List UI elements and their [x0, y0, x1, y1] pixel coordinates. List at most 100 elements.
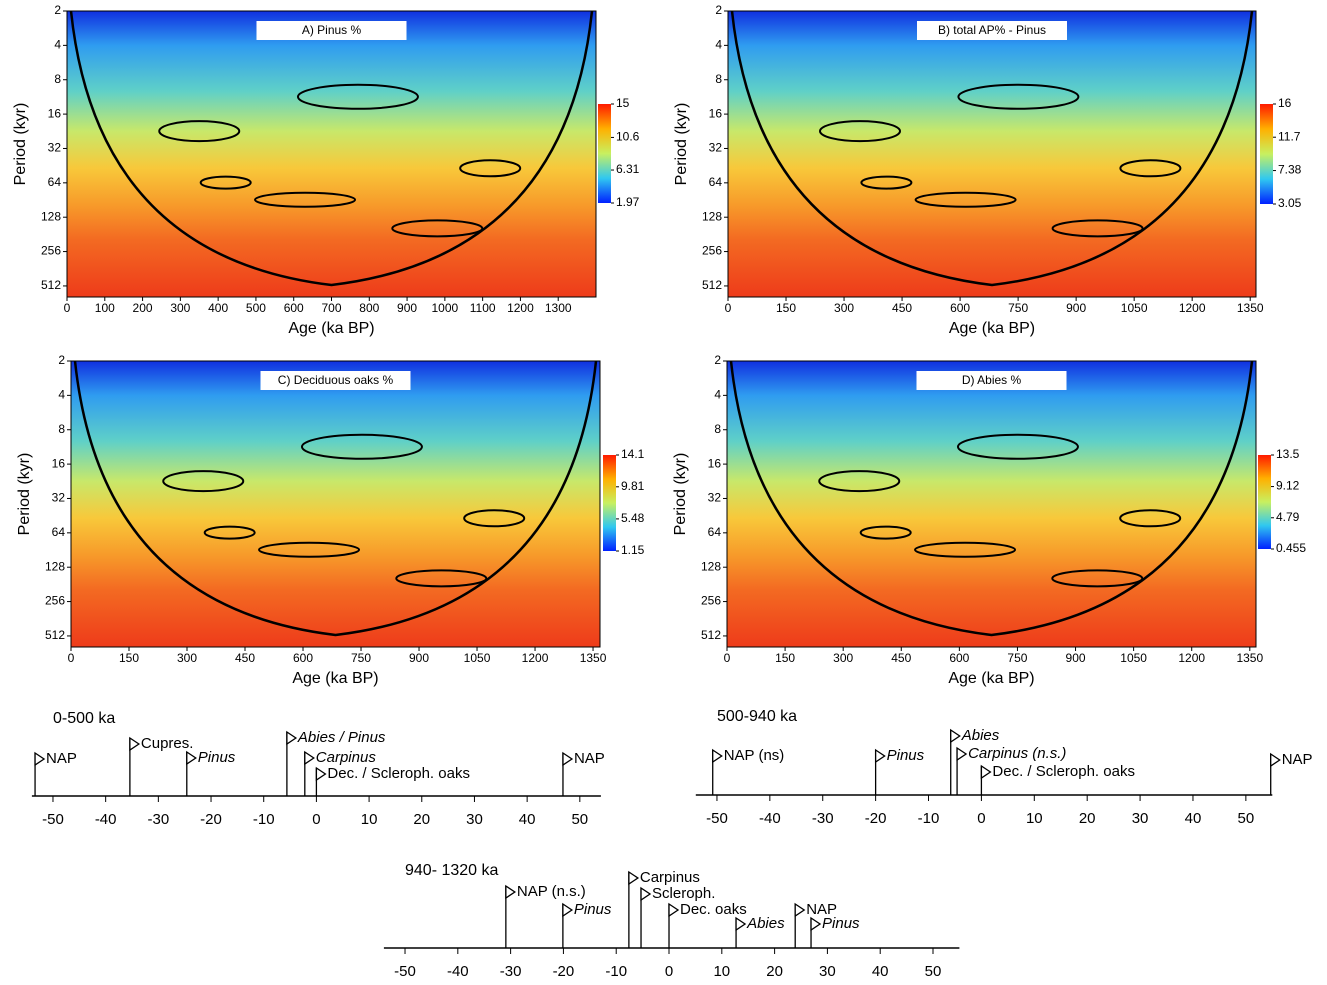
x-tick-label: -40 — [759, 810, 781, 827]
y-tick-label: 256 — [41, 244, 61, 258]
lag-flag — [735, 916, 747, 932]
colorbar-tick-label: 13.5 — [1276, 447, 1300, 461]
panel-title: D) Abies % — [962, 373, 1022, 387]
lag-flag — [304, 750, 315, 766]
x-tick-label: 750 — [1007, 651, 1027, 665]
y-tick-label: 64 — [708, 525, 722, 539]
lag-label: Pinus — [198, 749, 236, 766]
x-tick-label: 1050 — [1120, 651, 1147, 665]
lag-label: Dec. / Scleroph. oaks — [992, 763, 1135, 780]
lag-label: NAP — [1282, 751, 1313, 768]
timeline-title: 940- 1320 ka — [405, 862, 499, 879]
x-tick-label: 1200 — [1178, 651, 1205, 665]
x-tick-label: 1200 — [507, 301, 534, 315]
y-tick-label: 256 — [45, 594, 65, 608]
lag-label: Carpinus — [640, 869, 700, 886]
y-tick-label: 128 — [702, 209, 722, 223]
y-tick-label: 2 — [58, 353, 65, 367]
colorbar — [1258, 455, 1271, 549]
x-tick-label: 600 — [949, 651, 969, 665]
spectrum — [727, 361, 1256, 647]
y-tick-label: 4 — [54, 38, 61, 52]
x-tick-label: 500 — [246, 301, 266, 315]
y-tick-label: 128 — [45, 559, 65, 573]
colorbar-tick-label: 15 — [616, 96, 630, 110]
lag-label: Dec. oaks — [680, 901, 747, 918]
lag-label: Pinus — [822, 915, 860, 932]
lag-flag — [505, 884, 517, 900]
x-tick-label: -20 — [200, 811, 222, 828]
x-tick-label: 600 — [950, 301, 970, 315]
x-tick-label: 450 — [892, 301, 912, 315]
lag-label: NAP (n.s.) — [517, 883, 586, 900]
y-tick-label: 512 — [45, 628, 65, 642]
x-tick-label: -30 — [500, 963, 522, 980]
y-tick-label: 2 — [714, 353, 721, 367]
colorbar-tick-label: 3.05 — [1278, 196, 1302, 210]
lag-label: Abies — [746, 915, 785, 932]
lag-flag — [874, 748, 886, 764]
title-box — [256, 21, 407, 40]
x-tick-label: -10 — [605, 963, 627, 980]
y-axis-label: Period (kyr) — [12, 103, 29, 186]
lag-flag — [980, 764, 992, 780]
spectrum — [67, 11, 596, 297]
x-tick-label: 1050 — [1121, 301, 1148, 315]
contour — [819, 120, 901, 143]
timeline-title: 0-500 ka — [53, 710, 115, 727]
x-tick-label: 300 — [834, 301, 854, 315]
lag-flag — [950, 728, 961, 744]
contour — [158, 120, 241, 143]
title-box — [917, 21, 1067, 40]
contour — [395, 569, 488, 588]
contour — [300, 433, 423, 460]
lag-flag — [34, 751, 46, 767]
contour — [459, 159, 522, 178]
lag-label: Pinus — [574, 901, 612, 918]
x-tick-label: 0 — [312, 811, 320, 828]
x-tick-label: -50 — [394, 963, 416, 980]
axes-frame — [727, 10, 1257, 298]
y-tick-label: 32 — [709, 141, 723, 155]
x-axis-label: Age (ka BP) — [949, 320, 1035, 337]
x-tick-label: 150 — [119, 651, 139, 665]
colorbar — [603, 455, 616, 551]
contour — [1119, 159, 1182, 178]
y-tick-label: 2 — [715, 3, 722, 17]
contour — [254, 191, 357, 208]
contour — [1051, 569, 1144, 588]
x-tick-label: -10 — [253, 811, 275, 828]
y-axis-label: Period (kyr) — [672, 453, 689, 536]
x-tick-label: 1000 — [432, 301, 459, 315]
y-tick-label: 32 — [52, 491, 66, 505]
contour — [162, 470, 245, 493]
x-tick-label: -10 — [918, 810, 940, 827]
x-tick-label: 900 — [1066, 301, 1086, 315]
x-tick-label: 30 — [819, 963, 836, 980]
colorbar-tick-label: 0.455 — [1276, 541, 1306, 555]
y-tick-label: 64 — [709, 175, 723, 189]
title-box — [916, 371, 1067, 390]
y-tick-label: 8 — [58, 422, 65, 436]
x-tick-label: 600 — [293, 651, 313, 665]
y-tick-label: 8 — [54, 72, 61, 86]
x-tick-label: 300 — [170, 301, 190, 315]
x-tick-label: 700 — [321, 301, 341, 315]
colorbar-tick-label: 9.81 — [621, 479, 645, 493]
lag-label: Scleroph. — [652, 885, 715, 902]
x-tick-label: 50 — [925, 963, 942, 980]
x-axis-label: Age (ka BP) — [292, 670, 378, 687]
y-tick-label: 8 — [715, 72, 722, 86]
colorbar — [598, 104, 611, 203]
y-tick-label: 32 — [708, 491, 722, 505]
x-tick-label: 20 — [1079, 810, 1096, 827]
x-tick-label: 50 — [1238, 810, 1255, 827]
contour — [296, 83, 419, 110]
x-tick-label: 0 — [665, 963, 673, 980]
panel-title: C) Deciduous oaks % — [278, 373, 394, 387]
contour — [463, 509, 526, 528]
lag-flag — [810, 916, 822, 932]
x-tick-label: 1300 — [545, 301, 572, 315]
x-tick-label: 150 — [776, 301, 796, 315]
